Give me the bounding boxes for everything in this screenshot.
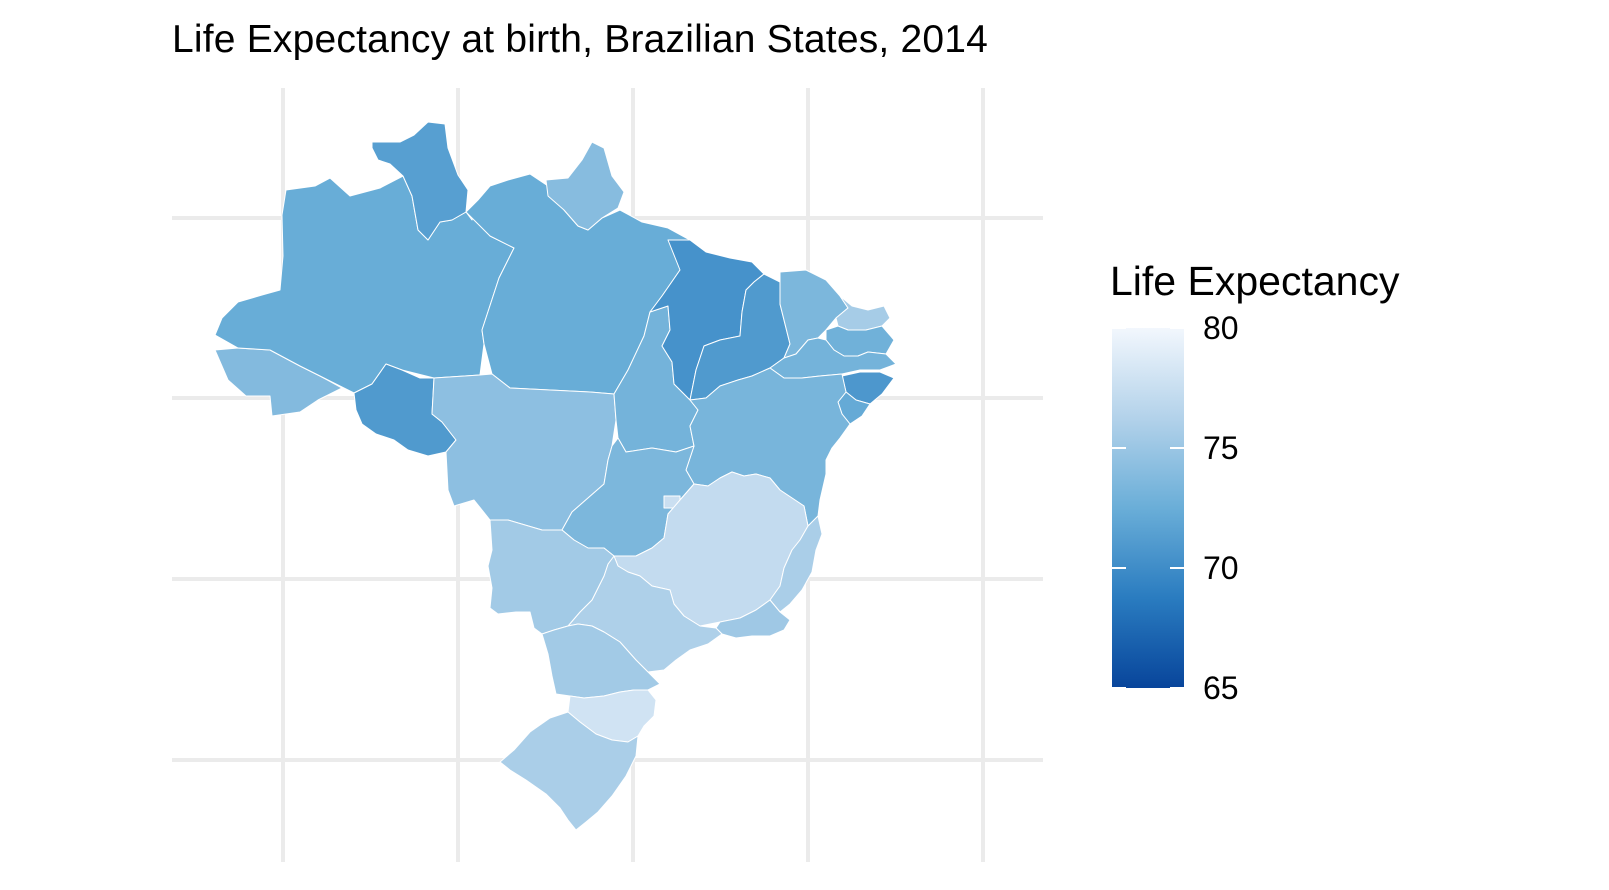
legend-tick-label: 75 (1203, 430, 1239, 466)
state-rs (499, 711, 639, 831)
state-ap (545, 141, 625, 231)
state-rr (371, 121, 469, 241)
legend-colorbar (1112, 328, 1184, 688)
legend-ticks (1112, 327, 1184, 689)
state-es (769, 515, 823, 613)
legend-tick-label: 80 (1203, 310, 1239, 346)
map-title: Life Expectancy at birth, Brazilian Stat… (172, 18, 989, 61)
legend-tick-label: 65 (1203, 670, 1239, 706)
state-ms (487, 519, 615, 635)
state-rn (835, 295, 891, 331)
legend-title: Life Expectancy (1110, 258, 1400, 304)
state-pr (541, 623, 661, 699)
legend-tick-label: 70 (1203, 550, 1239, 586)
